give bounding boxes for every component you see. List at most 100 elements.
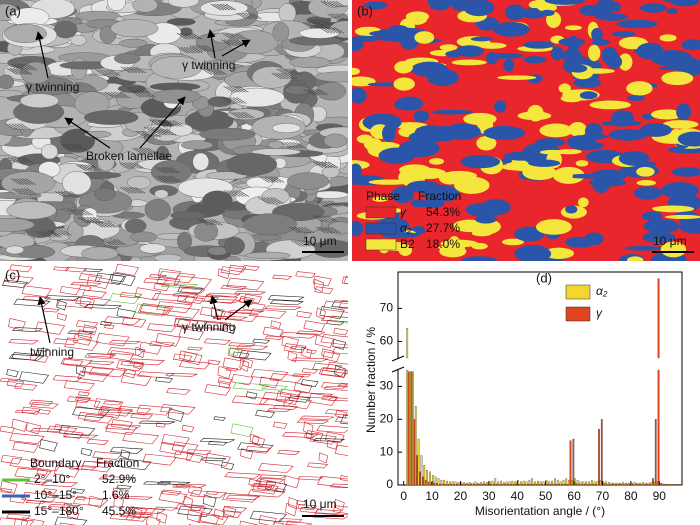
boundary	[226, 277, 265, 291]
phase-grain	[503, 59, 515, 72]
boundary	[64, 266, 88, 273]
bar	[559, 481, 562, 486]
lamella	[327, 13, 338, 20]
phase-grain	[440, 239, 478, 248]
lamella	[291, 240, 302, 247]
boundary	[64, 337, 99, 351]
bar	[605, 481, 607, 486]
boundary	[116, 308, 137, 319]
lamella	[216, 68, 227, 75]
bar	[610, 482, 613, 486]
boundary	[41, 480, 79, 488]
lamella	[230, 97, 241, 104]
phase-grain	[410, 199, 428, 208]
phase-grain	[378, 147, 415, 164]
lamella	[318, 215, 329, 222]
lamella	[230, 39, 241, 46]
boundary	[184, 296, 204, 304]
boundary	[109, 293, 141, 305]
lamella	[26, 63, 38, 71]
lamella	[192, 46, 203, 54]
phase-grain	[522, 41, 555, 49]
boundary	[62, 358, 84, 367]
boundary	[14, 467, 52, 480]
lamella	[237, 33, 248, 40]
grain	[62, 171, 92, 195]
phase-grain	[514, 245, 552, 261]
boundary	[334, 444, 348, 456]
lamella	[201, 68, 212, 75]
lamella	[216, 3, 227, 11]
bar	[660, 483, 663, 486]
boundary	[134, 287, 162, 301]
boundary	[53, 338, 79, 346]
phase-grain	[618, 151, 650, 166]
lamella	[295, 142, 307, 149]
phase-grain	[463, 0, 495, 17]
lamella	[186, 46, 197, 54]
lamella	[300, 226, 312, 234]
lamella	[116, 91, 128, 99]
boundary	[21, 406, 41, 415]
lamella	[229, 86, 240, 93]
panel-label: (b)	[357, 3, 373, 18]
legend-header: Fraction	[96, 456, 139, 470]
boundary	[234, 290, 266, 295]
bar	[657, 278, 660, 359]
boundary	[137, 304, 171, 316]
bar	[531, 478, 534, 486]
boundary	[159, 404, 196, 415]
lamella	[91, 164, 102, 171]
grain	[84, 110, 139, 125]
lamella	[11, 123, 22, 131]
boundary	[242, 265, 260, 271]
bar	[552, 483, 555, 486]
bar	[439, 483, 441, 486]
lamella	[61, 143, 72, 150]
scale-label: 10 μm	[303, 497, 337, 511]
legend-range: 15°–180°	[34, 504, 84, 518]
grain	[299, 27, 340, 39]
phase-grain	[661, 71, 694, 86]
grain	[289, 56, 330, 69]
boundary	[161, 434, 190, 448]
boundary	[199, 306, 225, 318]
grain	[321, 166, 340, 178]
lamella	[73, 208, 85, 216]
boundary	[205, 452, 231, 467]
lamella	[58, 191, 69, 198]
boundary	[82, 289, 107, 298]
bar	[427, 481, 430, 486]
lamella	[266, 197, 278, 204]
lamella	[238, 112, 249, 119]
bar	[576, 479, 579, 486]
grain	[278, 3, 297, 24]
bar	[510, 483, 512, 486]
boundary	[290, 357, 329, 362]
lamella	[329, 0, 340, 8]
boundary	[306, 349, 317, 354]
boundary	[258, 463, 294, 474]
lamella	[82, 208, 94, 216]
lamella	[227, 39, 238, 46]
bar	[546, 483, 549, 486]
boundary	[338, 300, 348, 309]
boundary	[39, 439, 58, 452]
boundary	[138, 420, 176, 425]
boundary	[270, 320, 282, 329]
bar	[634, 483, 637, 486]
boundary	[173, 451, 194, 461]
lamella	[160, 119, 172, 126]
phase-grain	[558, 83, 571, 94]
boundary	[327, 397, 348, 402]
lamella	[19, 178, 30, 185]
bar	[521, 483, 524, 486]
arrow	[37, 296, 51, 344]
phase-grain	[429, 158, 444, 165]
boundary	[289, 346, 307, 351]
bar	[671, 484, 674, 486]
boundary	[12, 327, 44, 333]
boundary	[60, 357, 93, 367]
boundary	[325, 431, 345, 444]
boundary	[98, 476, 136, 481]
